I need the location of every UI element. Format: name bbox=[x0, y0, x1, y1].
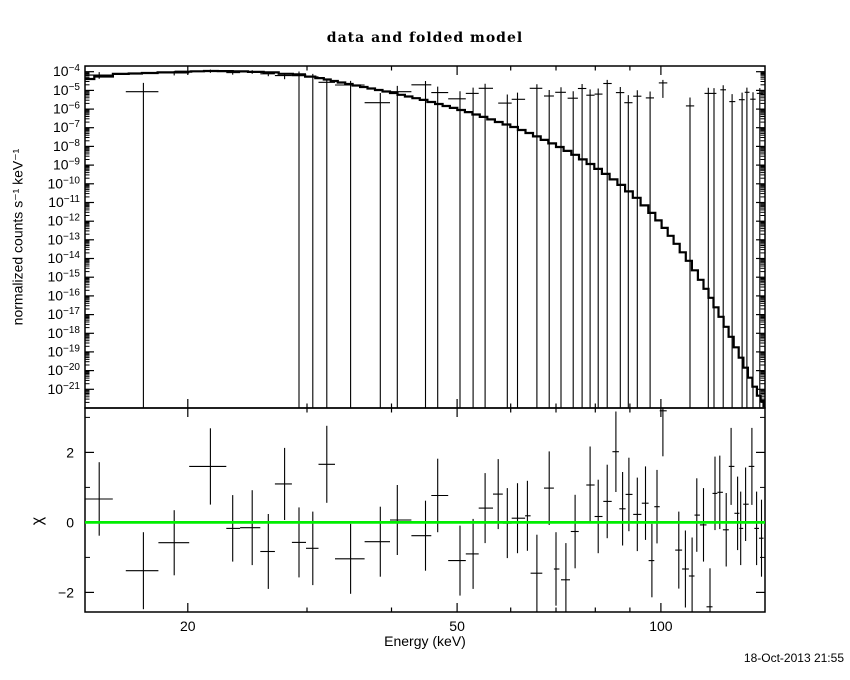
svg-text:0: 0 bbox=[66, 514, 74, 530]
svg-text:10−12: 10−12 bbox=[47, 213, 80, 229]
svg-text:10−17: 10−17 bbox=[47, 306, 80, 322]
y-axis-label-chi: χ bbox=[29, 516, 46, 526]
svg-text:−2: −2 bbox=[58, 584, 74, 600]
spectrum-data-points bbox=[85, 69, 763, 408]
timestamp: 18-Oct-2013 21:55 bbox=[743, 651, 844, 665]
svg-text:10−21: 10−21 bbox=[47, 381, 80, 397]
plot-title: data and folded model bbox=[326, 30, 524, 46]
svg-text:10−9: 10−9 bbox=[53, 157, 80, 173]
svg-text:10−20: 10−20 bbox=[47, 362, 80, 378]
axes: 20 50 10010−410−510−610−710−810−910−1010−1… bbox=[47, 63, 766, 634]
svg-text:2: 2 bbox=[66, 444, 74, 460]
svg-text:100: 100 bbox=[649, 618, 673, 634]
svg-text:10−19: 10−19 bbox=[47, 343, 80, 359]
model-histogram bbox=[85, 69, 765, 408]
residual-points bbox=[85, 408, 764, 612]
y-axis-label-counts: normalized counts s⁻¹ keV⁻¹ bbox=[9, 148, 26, 326]
svg-text:10−8: 10−8 bbox=[53, 138, 80, 154]
svg-text:50: 50 bbox=[449, 618, 465, 634]
svg-text:10−11: 10−11 bbox=[48, 194, 80, 210]
svg-text:10−16: 10−16 bbox=[47, 287, 80, 303]
svg-text:10−5: 10−5 bbox=[53, 82, 80, 98]
x-axis-label: Energy (keV) bbox=[384, 633, 466, 649]
svg-text:20: 20 bbox=[180, 618, 196, 634]
svg-text:10−10: 10−10 bbox=[47, 175, 80, 191]
svg-text:10−15: 10−15 bbox=[47, 269, 80, 285]
svg-text:10−7: 10−7 bbox=[53, 119, 80, 135]
svg-text:10−4: 10−4 bbox=[53, 63, 80, 79]
svg-text:10−13: 10−13 bbox=[47, 231, 80, 247]
svg-text:10−18: 10−18 bbox=[47, 325, 80, 341]
svg-text:10−6: 10−6 bbox=[53, 101, 80, 117]
svg-text:10−14: 10−14 bbox=[47, 250, 80, 266]
